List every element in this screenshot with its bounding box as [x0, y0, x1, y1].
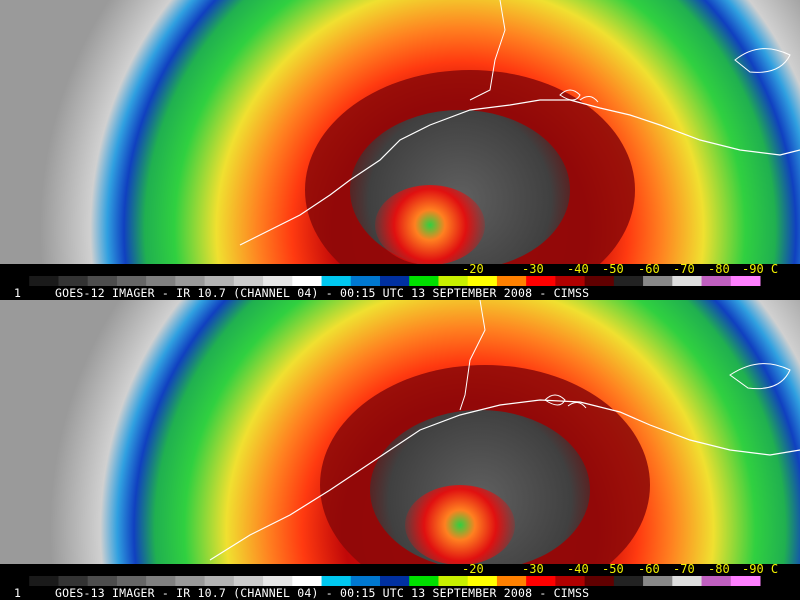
color-scale-segment: [29, 276, 59, 286]
scale-tick-label: -30: [522, 262, 544, 276]
color-scale-segment: [555, 576, 586, 586]
color-scale-segment: [409, 576, 439, 586]
scale-tick-label: -90 C: [742, 262, 779, 276]
temperature-color-scale: -20 -30 -40 -50 -60 -70 -80 -90 C: [0, 262, 800, 286]
color-scale-segment: [555, 276, 586, 286]
goes-12-infrared-image: [0, 0, 800, 264]
color-scale-segment: [643, 576, 673, 586]
scale-tick-label: -40: [567, 262, 589, 276]
scale-tick-label: -20: [462, 562, 484, 576]
color-scale-segment: [0, 576, 30, 586]
scale-tick-label: -70: [673, 262, 695, 276]
color-scale-segment: [175, 576, 206, 586]
scale-tick-label: -50: [602, 262, 624, 276]
scale-tick-label: -50: [602, 562, 624, 576]
scale-tick-label: -30: [522, 562, 544, 576]
color-scale-segment: [672, 576, 703, 586]
color-scale-segment: [204, 576, 235, 586]
color-scale-segment: [496, 576, 527, 586]
color-scale-segment: [380, 276, 410, 286]
goes-12-panel: -20 -30 -40 -50 -60 -70 -80 -90 C 1 GOES…: [0, 0, 800, 300]
color-scale-segment: [526, 276, 556, 286]
color-scale-segment: [438, 276, 469, 286]
caption-text: GOES-12 IMAGER - IR 10.7 (CHANNEL 04) - …: [55, 286, 590, 300]
color-scale-bar: [0, 576, 761, 586]
color-scale-segment: [467, 576, 498, 586]
color-scale-segment: [321, 576, 352, 586]
color-scale-segment: [613, 576, 644, 586]
color-scale-segment: [87, 276, 118, 286]
color-scale-segment: [116, 576, 147, 586]
color-scale-segment: [467, 276, 498, 286]
goes-13-panel: -20 -30 -40 -50 -60 -70 -80 -90 C 1 GOES…: [0, 300, 800, 600]
image-caption: 1 GOES-12 IMAGER - IR 10.7 (CHANNEL 04) …: [0, 286, 800, 300]
color-scale-segment: [701, 576, 732, 586]
color-scale-segment: [526, 576, 556, 586]
scale-tick-label: -80: [708, 262, 730, 276]
color-scale-segment: [175, 276, 206, 286]
color-scale-segment: [292, 276, 323, 286]
color-scale-segment: [613, 276, 644, 286]
color-scale-segment: [263, 576, 293, 586]
color-scale-segment: [146, 576, 176, 586]
scale-tick-label: -70: [673, 562, 695, 576]
color-scale-segment: [87, 576, 118, 586]
color-scale-segment: [701, 276, 732, 286]
color-scale-segment: [672, 276, 703, 286]
caption-text: GOES-13 IMAGER - IR 10.7 (CHANNEL 04) - …: [55, 586, 590, 600]
color-scale-segment: [321, 276, 352, 286]
color-scale-bar: [0, 276, 761, 286]
color-scale-segment: [496, 276, 527, 286]
goes-13-infrared-image: [0, 300, 800, 564]
color-scale-segment: [643, 276, 673, 286]
color-scale-segment: [233, 576, 264, 586]
color-scale-segment: [730, 576, 761, 586]
scale-tick-label: -40: [567, 562, 589, 576]
color-scale-segment: [58, 576, 89, 586]
color-scale-segment: [350, 576, 381, 586]
color-scale-segment: [409, 276, 439, 286]
temperature-color-scale: -20 -30 -40 -50 -60 -70 -80 -90 C: [0, 562, 800, 586]
scale-tick-label: -60: [638, 262, 660, 276]
frame-number: 1: [14, 286, 22, 300]
scale-tick-label: -90 C: [742, 562, 779, 576]
scale-tick-labels: -20 -30 -40 -50 -60 -70 -80 -90 C: [0, 562, 800, 576]
color-scale-segment: [233, 276, 264, 286]
color-scale-segment: [584, 576, 615, 586]
frame-number: 1: [14, 586, 22, 600]
scale-tick-label: -20: [462, 262, 484, 276]
scale-tick-label: -80: [708, 562, 730, 576]
color-scale-segment: [146, 276, 176, 286]
color-scale-segment: [350, 276, 381, 286]
color-scale-segment: [58, 276, 89, 286]
hurricane-ir-imagery: [0, 300, 800, 564]
color-scale-segment: [292, 576, 323, 586]
image-caption: 1 GOES-13 IMAGER - IR 10.7 (CHANNEL 04) …: [0, 586, 800, 600]
color-scale-segment: [0, 276, 30, 286]
color-scale-segment: [29, 576, 59, 586]
scale-tick-label: -60: [638, 562, 660, 576]
color-scale-segment: [730, 276, 761, 286]
color-scale-segment: [263, 276, 293, 286]
color-scale-segment: [204, 276, 235, 286]
color-scale-segment: [116, 276, 147, 286]
color-scale-segment: [584, 276, 615, 286]
scale-tick-labels: -20 -30 -40 -50 -60 -70 -80 -90 C: [0, 262, 800, 276]
color-scale-segment: [438, 576, 469, 586]
color-scale-segment: [380, 576, 410, 586]
hurricane-ir-imagery: [0, 0, 800, 264]
